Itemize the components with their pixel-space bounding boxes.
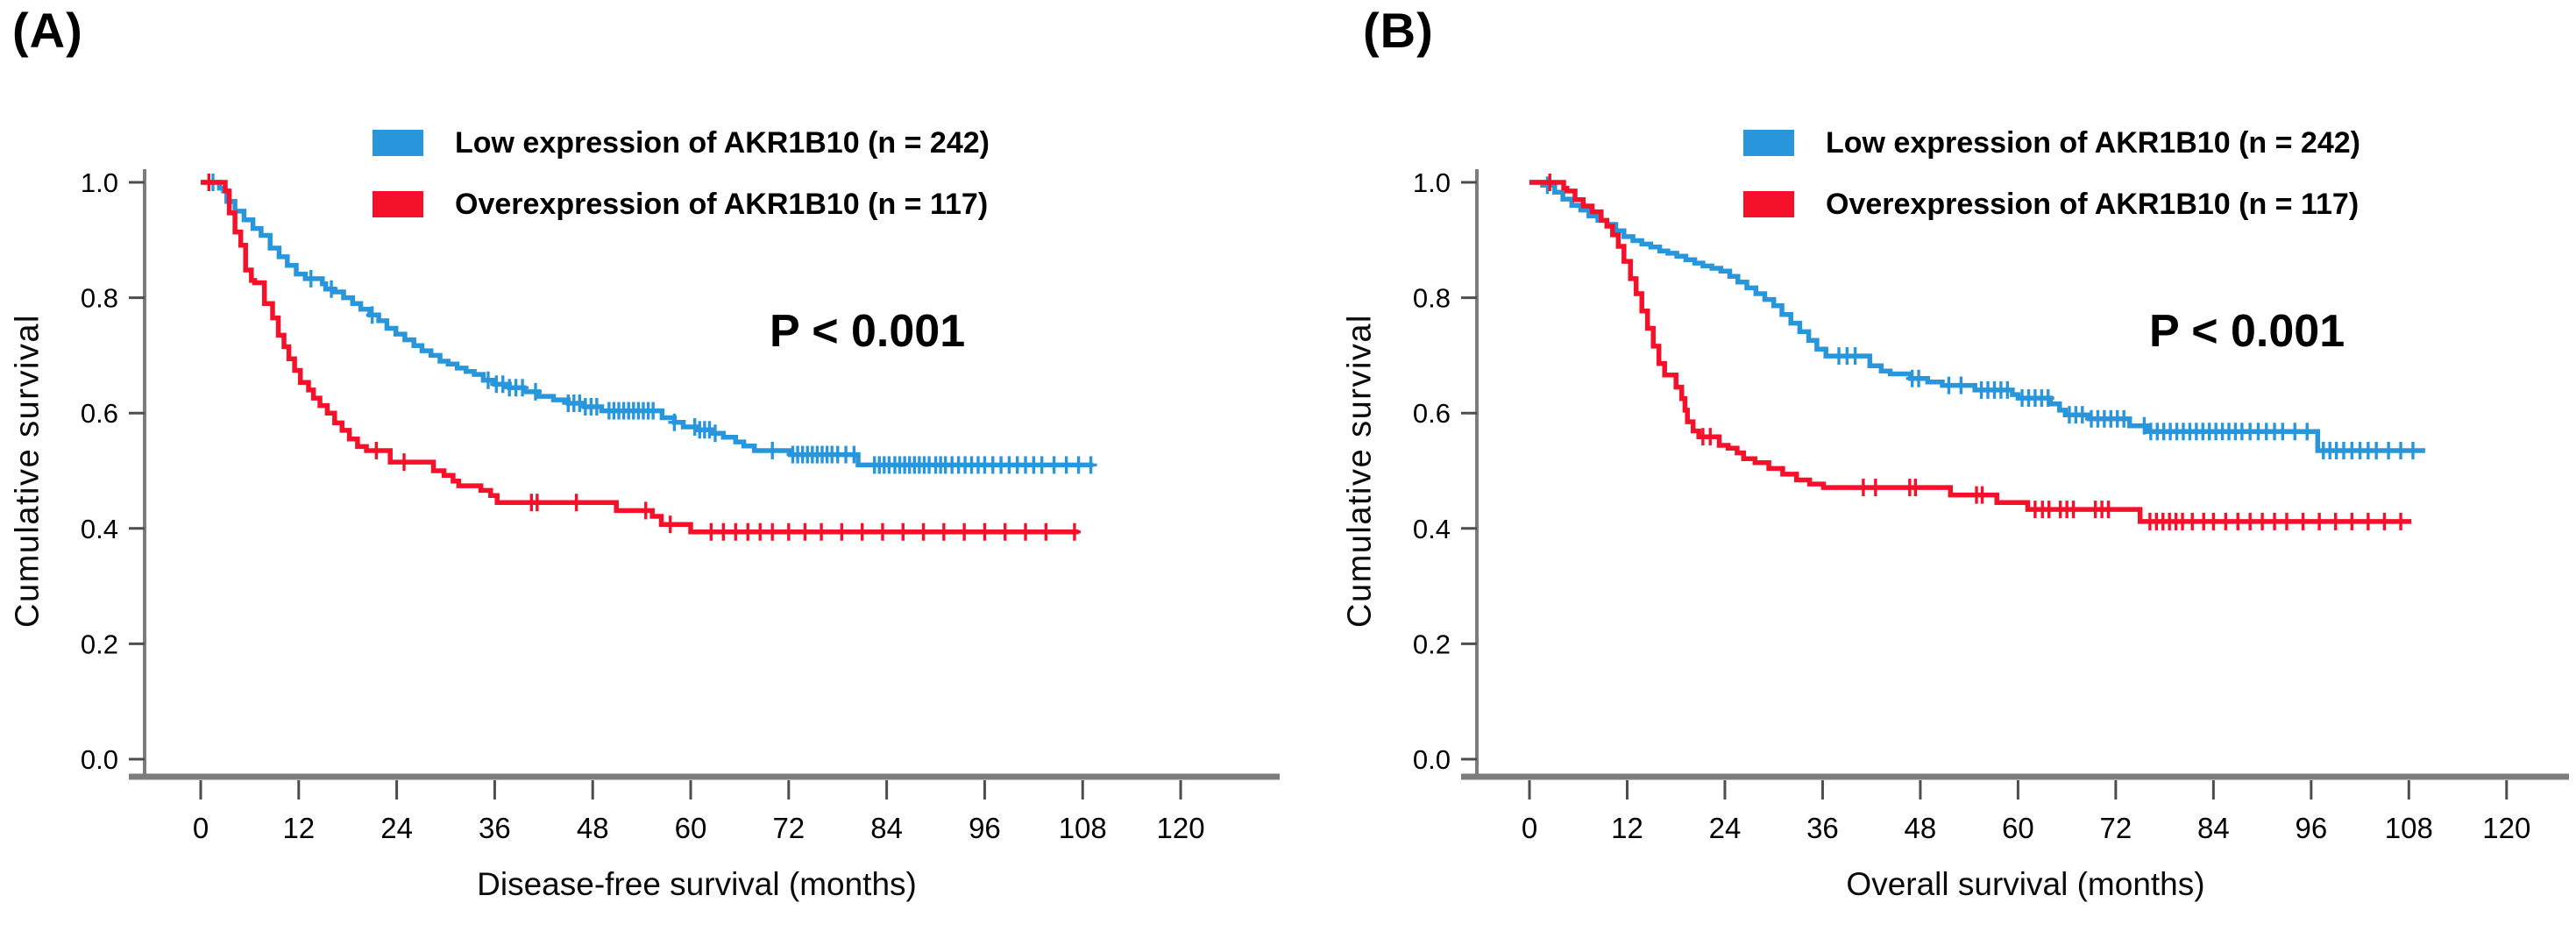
svg-text:36: 36 xyxy=(1806,812,1839,844)
panel-b-p-value: P < 0.001 xyxy=(2149,306,2345,357)
svg-text:0.4: 0.4 xyxy=(1413,514,1451,544)
svg-text:1.0: 1.0 xyxy=(1413,167,1451,198)
svg-text:24: 24 xyxy=(380,812,413,844)
panel-a-p-value: P < 0.001 xyxy=(770,306,966,357)
svg-text:12: 12 xyxy=(282,812,315,844)
svg-text:84: 84 xyxy=(2197,812,2230,844)
svg-text:96: 96 xyxy=(2295,812,2327,844)
panel-a-x-axis-title: Disease-free survival (months) xyxy=(477,866,917,902)
svg-text:120: 120 xyxy=(1157,812,1205,844)
svg-text:48: 48 xyxy=(1905,812,1937,844)
panel-a-legend: Low expression of AKR1B10 (n = 242) Over… xyxy=(373,126,990,249)
panel-b-plot-svg: 1.0 0.8 0.6 0.4 0.2 0.0 0 12 24 36 48 60 72 84 96 108 12… xyxy=(1413,167,2569,844)
svg-text:60: 60 xyxy=(2002,812,2034,844)
svg-text:0.0: 0.0 xyxy=(81,744,118,775)
svg-text:72: 72 xyxy=(2100,812,2132,844)
svg-text:0.2: 0.2 xyxy=(81,629,118,659)
svg-text:96: 96 xyxy=(969,812,1001,844)
legend-item-low: Low expression of AKR1B10 (n = 242) xyxy=(1743,126,2360,160)
panel-b-x-axis-title: Overall survival (months) xyxy=(1846,866,2205,902)
svg-text:1.0: 1.0 xyxy=(81,167,118,198)
legend-swatch-overexpression xyxy=(1743,191,1794,217)
svg-text:120: 120 xyxy=(2482,812,2530,844)
legend-label-overexpression: Overexpression of AKR1B10 (n = 117) xyxy=(1826,187,2360,221)
legend-item-low: Low expression of AKR1B10 (n = 242) xyxy=(373,126,990,160)
legend-label-low-expression: Low expression of AKR1B10 (n = 242) xyxy=(455,125,990,160)
svg-text:108: 108 xyxy=(1059,812,1107,844)
svg-text:0.2: 0.2 xyxy=(1413,629,1451,659)
panel-b-legend: Low expression of AKR1B10 (n = 242) Over… xyxy=(1743,126,2360,249)
svg-text:0.6: 0.6 xyxy=(1413,398,1451,429)
svg-text:60: 60 xyxy=(675,812,707,844)
svg-text:36: 36 xyxy=(479,812,511,844)
legend-label-overexpression: Overexpression of AKR1B10 (n = 117) xyxy=(455,187,989,221)
panel-b-y-axis-title: Cumulative survival xyxy=(1341,314,1379,628)
panel-a-y-axis-title: Cumulative survival xyxy=(9,314,46,628)
panel-b: 1.0 0.8 0.6 0.4 0.2 0.0 0 12 24 36 48 60 72 84 96 108 12… xyxy=(1288,0,2576,931)
legend-swatch-low-expression xyxy=(373,130,423,156)
svg-text:0: 0 xyxy=(193,812,209,844)
svg-text:0.6: 0.6 xyxy=(81,398,118,429)
svg-text:24: 24 xyxy=(1709,812,1742,844)
panel-a: 1.0 0.8 0.6 0.4 0.2 0.0 0 12 24 36 48 60 72 84 96 108 12… xyxy=(9,3,1280,902)
panel-a-plot-svg: 1.0 0.8 0.6 0.4 0.2 0.0 0 12 24 36 48 60 72 84 96 108 12… xyxy=(81,167,1280,844)
svg-text:0.4: 0.4 xyxy=(81,514,118,544)
svg-text:48: 48 xyxy=(577,812,609,844)
svg-text:84: 84 xyxy=(870,812,903,844)
svg-text:12: 12 xyxy=(1611,812,1643,844)
svg-text:0.8: 0.8 xyxy=(1413,283,1451,314)
panel-b-letter: (B) xyxy=(1363,3,1434,58)
legend-swatch-overexpression xyxy=(373,191,423,217)
panel-a-letter: (A) xyxy=(12,3,83,58)
svg-text:0: 0 xyxy=(1522,812,1537,844)
svg-text:72: 72 xyxy=(772,812,805,844)
svg-text:0.0: 0.0 xyxy=(1413,744,1451,775)
svg-text:108: 108 xyxy=(2385,812,2433,844)
legend-label-low-expression: Low expression of AKR1B10 (n = 242) xyxy=(1826,125,2360,160)
legend-item-over: Overexpression of AKR1B10 (n = 117) xyxy=(373,188,990,221)
svg-text:0.8: 0.8 xyxy=(81,283,118,314)
legend-swatch-low-expression xyxy=(1743,130,1794,156)
legend-item-over: Overexpression of AKR1B10 (n = 117) xyxy=(1743,188,2360,221)
